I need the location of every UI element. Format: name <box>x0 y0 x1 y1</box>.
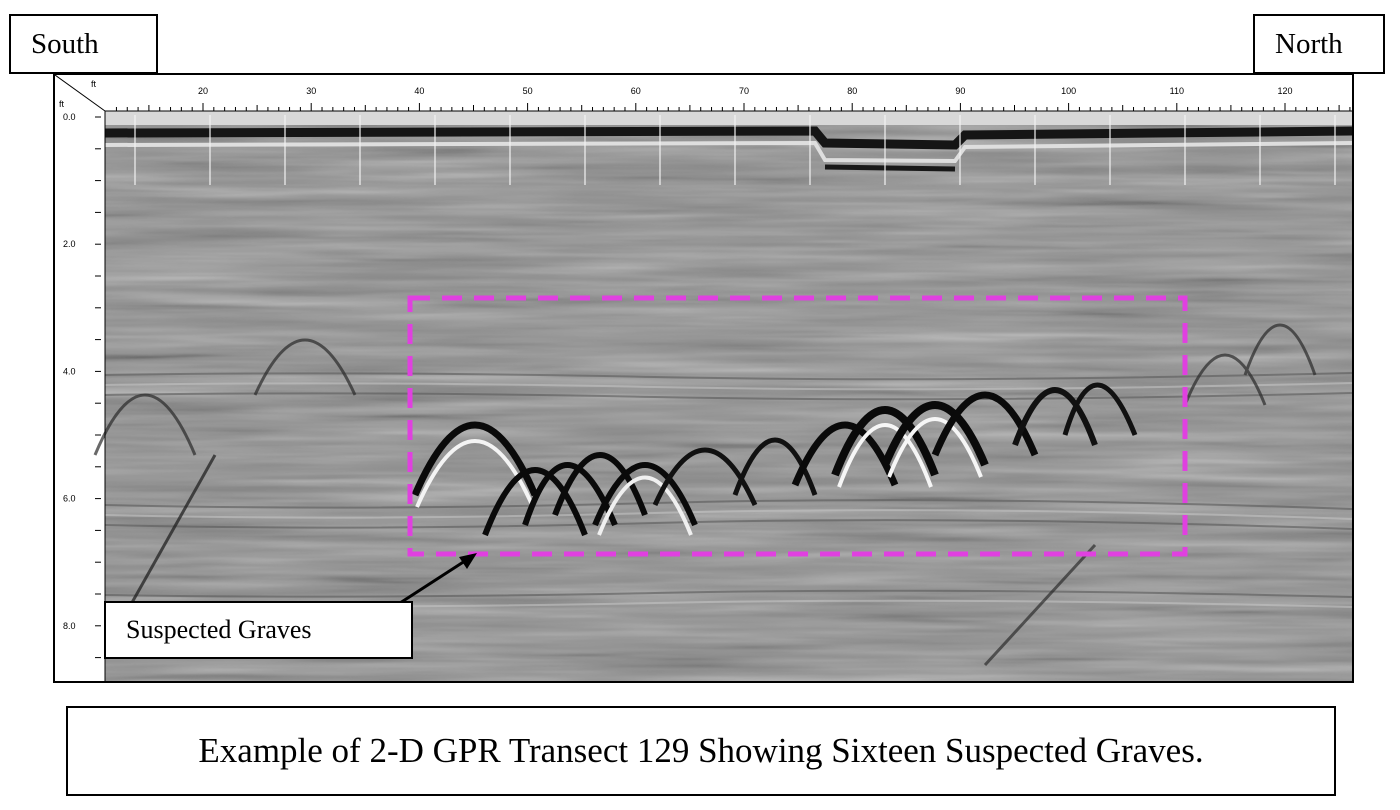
depth-tick-marks <box>95 116 101 659</box>
gpr-radargram: ft ft <box>55 75 1352 681</box>
distance-tick-label: 30 <box>306 86 316 96</box>
distance-tick-labels: 20 30 40 50 60 70 80 90 100 110 120 <box>198 86 1293 96</box>
gpr-radargram-frame: ft ft <box>53 73 1354 683</box>
south-label-text: South <box>31 27 99 60</box>
depth-tick-label: 0.0 <box>63 112 76 122</box>
radar-image <box>93 111 1352 681</box>
distance-tick-label: 120 <box>1277 86 1292 96</box>
depth-tick-label: 8.0 <box>63 621 76 631</box>
suspected-graves-callout: Suspected Graves <box>104 601 413 659</box>
distance-tick-label: 80 <box>847 86 857 96</box>
depth-tick-label: 2.0 <box>63 239 76 249</box>
depth-tick-labels: 0.0 2.0 4.0 6.0 8.0 <box>63 112 76 631</box>
depth-tick-label: 4.0 <box>63 366 76 376</box>
suspected-graves-highlight <box>407 295 1188 557</box>
vertical-unit-label: ft <box>59 99 65 109</box>
callout-text: Suspected Graves <box>126 615 312 644</box>
distance-ruler <box>105 75 1352 111</box>
callout-arrow <box>399 553 477 605</box>
caption-text: Example of 2-D GPR Transect 129 Showing … <box>198 731 1204 770</box>
distance-tick-label: 90 <box>955 86 965 96</box>
distance-tick-label: 60 <box>631 86 641 96</box>
distance-tick-label: 70 <box>739 86 749 96</box>
grave-reflections <box>411 382 1138 537</box>
distance-tick-label: 50 <box>523 86 533 96</box>
horizontal-unit-label: ft <box>91 79 97 89</box>
distance-tick-marks <box>115 103 1351 111</box>
north-label-text: North <box>1275 27 1343 60</box>
distance-tick-label: 20 <box>198 86 208 96</box>
distance-tick-label: 110 <box>1170 86 1184 96</box>
depth-ruler <box>55 75 105 681</box>
marker-lines <box>134 115 1336 185</box>
depth-tick-label: 6.0 <box>63 494 76 504</box>
north-label: North <box>1253 14 1385 74</box>
distance-tick-label: 100 <box>1061 86 1076 96</box>
figure-caption: Example of 2-D GPR Transect 129 Showing … <box>66 706 1336 796</box>
south-label: South <box>9 14 158 74</box>
distance-tick-label: 40 <box>414 86 424 96</box>
ruler-corner-diagonal <box>55 75 106 112</box>
